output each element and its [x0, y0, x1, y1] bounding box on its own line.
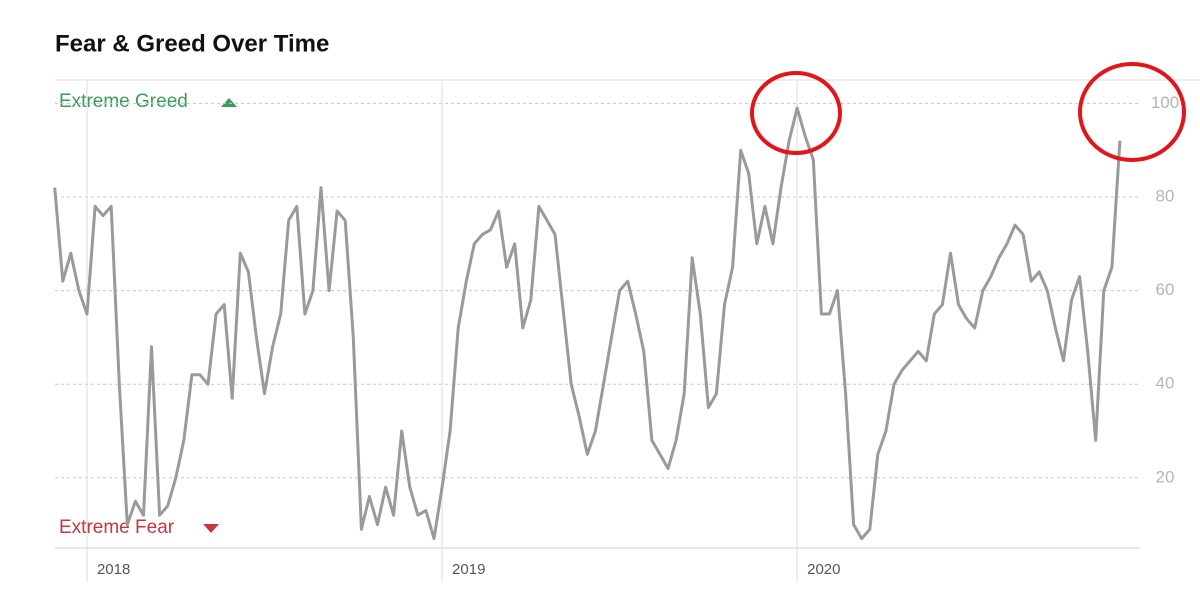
fear-label: Extreme Fear — [59, 517, 175, 538]
highlight-circle — [1078, 62, 1186, 162]
x-tick-label: 2020 — [807, 561, 840, 578]
x-tick-label: 2019 — [452, 561, 485, 578]
y-tick-label: 40 — [1156, 374, 1175, 393]
y-tick-label: 100 — [1151, 93, 1179, 112]
y-tick-label: 20 — [1156, 467, 1175, 486]
chart-title: Fear & Greed Over Time — [55, 30, 329, 57]
greed-icon — [221, 98, 237, 107]
highlight-circle — [750, 71, 842, 155]
x-tick-label: 2018 — [97, 561, 130, 578]
y-tick-label: 60 — [1156, 280, 1175, 299]
plot: 20 40 60 80 100 2018 2019 2020 — [53, 80, 1179, 582]
y-tick-label: 80 — [1156, 186, 1175, 205]
fear-icon — [203, 524, 219, 533]
greed-label: Extreme Greed — [59, 91, 188, 112]
data-line — [53, 106, 1122, 541]
